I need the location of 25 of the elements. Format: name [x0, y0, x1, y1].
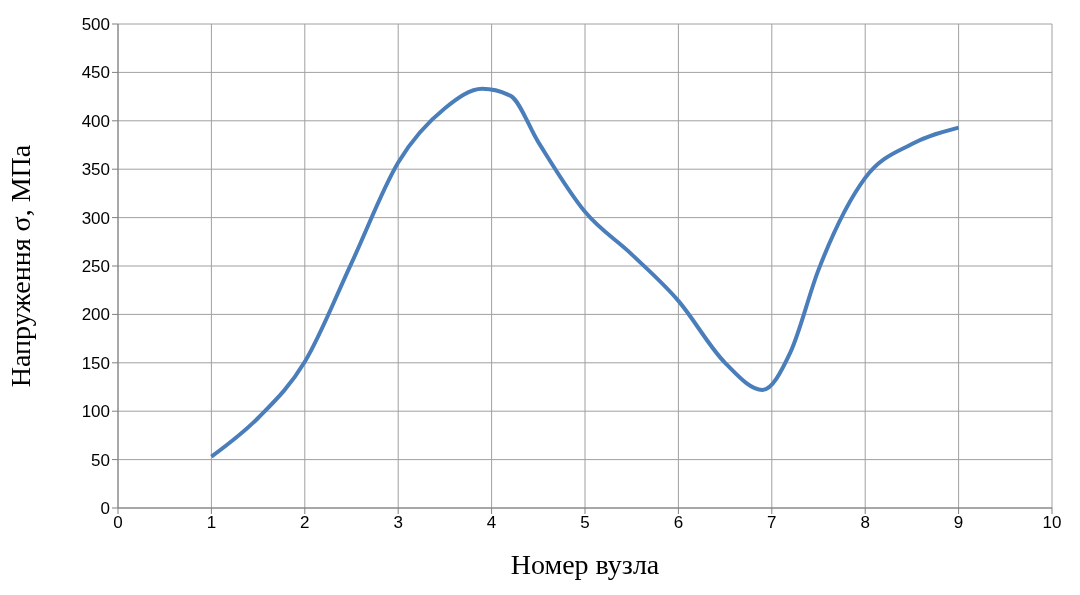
x-tick-label: 8: [860, 513, 870, 533]
x-tick-label: 6: [673, 513, 684, 533]
y-tick-label: 0: [100, 499, 110, 519]
y-tick-label: 150: [81, 353, 110, 373]
x-axis-title: Номер вузла: [510, 549, 660, 580]
y-tick-label: 250: [81, 257, 110, 277]
y-tick-label: 100: [81, 402, 110, 422]
x-tick-label: 0: [113, 513, 123, 533]
y-tick-label: 300: [81, 208, 110, 228]
line-series: [209, 86, 961, 459]
x-tick-label: 2: [300, 513, 310, 533]
x-tick-label: 10: [1042, 513, 1062, 533]
x-tick-label: 7: [767, 513, 777, 533]
y-tick-label: 50: [91, 450, 110, 470]
x-tick-label: 3: [393, 513, 403, 533]
x-tick-label: 1: [206, 513, 217, 533]
y-tick-label: 200: [81, 305, 110, 325]
x-tick-label: 4: [486, 513, 497, 533]
y-tick-label: 500: [81, 15, 110, 35]
y-tick-label: 450: [81, 63, 110, 83]
x-tick-label: 9: [953, 513, 964, 533]
y-tick-label: 400: [81, 111, 110, 131]
y-axis-title: Напруження σ, МПа: [4, 144, 36, 388]
y-tick-label: 350: [81, 160, 110, 180]
x-tick-label: 5: [580, 513, 590, 533]
